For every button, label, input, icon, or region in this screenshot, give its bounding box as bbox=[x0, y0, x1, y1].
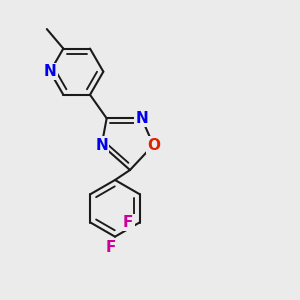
Text: N: N bbox=[95, 137, 108, 152]
Text: N: N bbox=[135, 111, 148, 126]
Text: F: F bbox=[105, 240, 116, 255]
Text: N: N bbox=[44, 64, 56, 79]
Text: F: F bbox=[123, 215, 133, 230]
Text: O: O bbox=[147, 137, 160, 152]
